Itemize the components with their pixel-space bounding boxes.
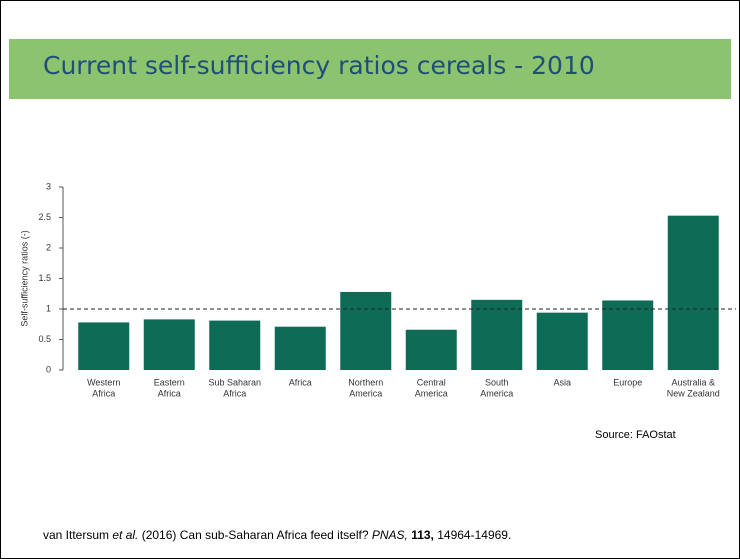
x-tick-label: America [349, 388, 382, 398]
y-tick-label: 2.5 [38, 212, 51, 222]
x-tick-label: Europe [613, 377, 642, 387]
y-tick-label: 2 [46, 242, 51, 252]
bar [405, 329, 457, 370]
x-tick-label: America [480, 388, 513, 398]
y-tick-label: 1.5 [38, 273, 51, 283]
bar [143, 319, 195, 370]
y-tick-label: 1 [46, 303, 51, 313]
x-tick-label: America [415, 388, 448, 398]
x-tick-label: Africa [223, 388, 246, 398]
x-tick-label: Africa [92, 388, 115, 398]
bar [78, 322, 130, 370]
x-tick-label: Asia [553, 377, 571, 387]
bar [209, 320, 261, 370]
chart-title: Current self-sufficiency ratios cereals … [43, 51, 595, 80]
y-axis-label: Self-sufficiency ratios (-) [19, 230, 29, 326]
x-tick-label: Northern [348, 377, 383, 387]
y-tick-label: 3 [46, 181, 51, 191]
x-tick-label: Sub Saharan [208, 377, 261, 387]
et-al: et al. [112, 528, 139, 542]
x-tick-label: South [485, 377, 509, 387]
citation-text: (2016) Can sub-Saharan Africa feed itsel… [138, 528, 372, 542]
x-tick-label: Eastern [154, 377, 185, 387]
journal: PNAS, [371, 528, 408, 542]
title-band [9, 39, 731, 99]
source: Source: FAOstat [595, 429, 676, 441]
x-tick-label: New Zealand [667, 388, 720, 398]
x-tick-label: Australia & [671, 377, 715, 387]
y-tick-label: 0 [46, 364, 51, 374]
x-tick-label: Africa [158, 388, 181, 398]
x-tick-label: Western [87, 377, 120, 387]
pages: 14964-14969. [433, 528, 512, 542]
bar [667, 215, 719, 370]
bar [471, 299, 523, 370]
x-tick-label: Central [417, 377, 446, 387]
x-tick-label: Africa [289, 377, 312, 387]
bar [602, 300, 654, 370]
authors: van Ittersum [43, 528, 113, 542]
bar [536, 312, 588, 370]
citation: van Ittersum et al. (2016) Can sub-Sahar… [43, 528, 511, 542]
y-tick-label: 0.5 [38, 334, 51, 344]
bar [340, 291, 392, 370]
bar [274, 326, 326, 370]
volume: 113, [407, 528, 434, 542]
